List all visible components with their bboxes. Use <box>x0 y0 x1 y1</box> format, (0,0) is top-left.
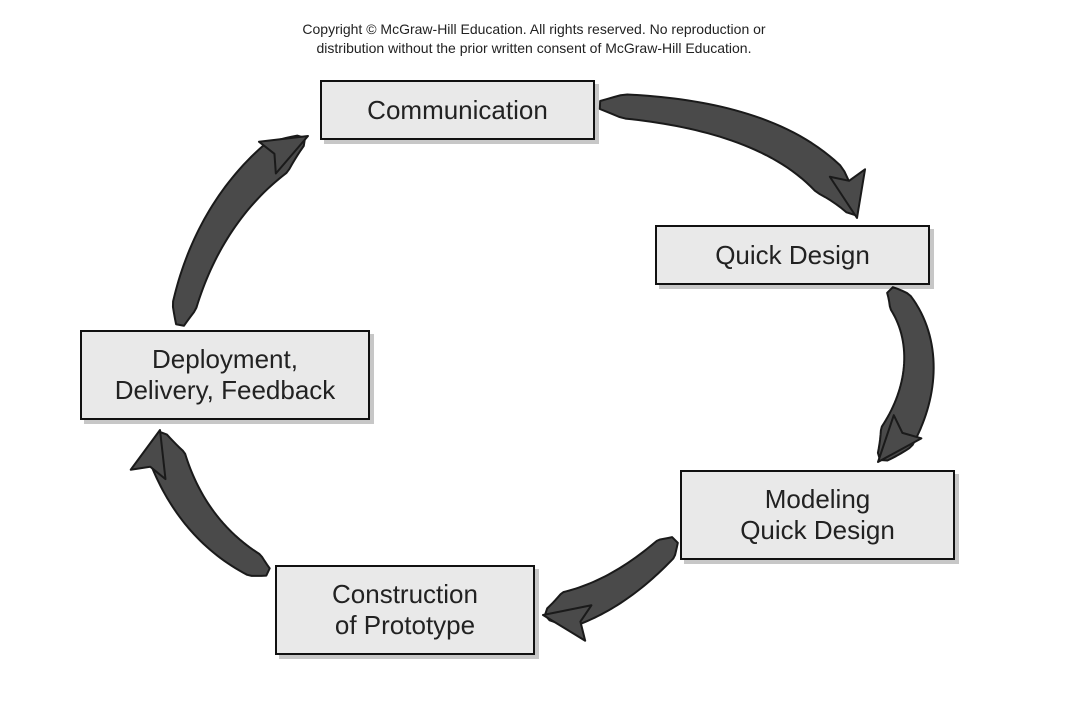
copyright-text: Copyright © McGraw-Hill Education. All r… <box>0 20 1068 58</box>
arrow-head <box>878 415 921 462</box>
node-label: Construction of Prototype <box>332 579 478 641</box>
node-label: Communication <box>367 95 548 126</box>
arrow-body <box>600 94 857 215</box>
arrow-head <box>830 169 865 218</box>
node-label: Modeling Quick Design <box>740 484 895 546</box>
arrow-body <box>151 432 270 576</box>
arrow-head <box>543 605 591 640</box>
node-quick-design: Quick Design <box>655 225 930 285</box>
node-label: Quick Design <box>715 240 870 271</box>
node-deployment: Deployment, Delivery, Feedback <box>80 330 370 420</box>
copyright-line2: distribution without the prior written c… <box>317 40 752 56</box>
arrow-head <box>259 136 308 173</box>
diagram-canvas: Copyright © McGraw-Hill Education. All r… <box>0 0 1068 702</box>
copyright-line1: Copyright © McGraw-Hill Education. All r… <box>302 21 765 37</box>
node-label: Deployment, Delivery, Feedback <box>115 344 336 406</box>
arrow-head <box>131 430 166 479</box>
arrow-body <box>878 287 934 460</box>
node-construction: Construction of Prototype <box>275 565 535 655</box>
node-modeling: Modeling Quick Design <box>680 470 955 560</box>
arrow-body <box>545 537 678 626</box>
arrow-body <box>173 136 305 326</box>
node-communication: Communication <box>320 80 595 140</box>
